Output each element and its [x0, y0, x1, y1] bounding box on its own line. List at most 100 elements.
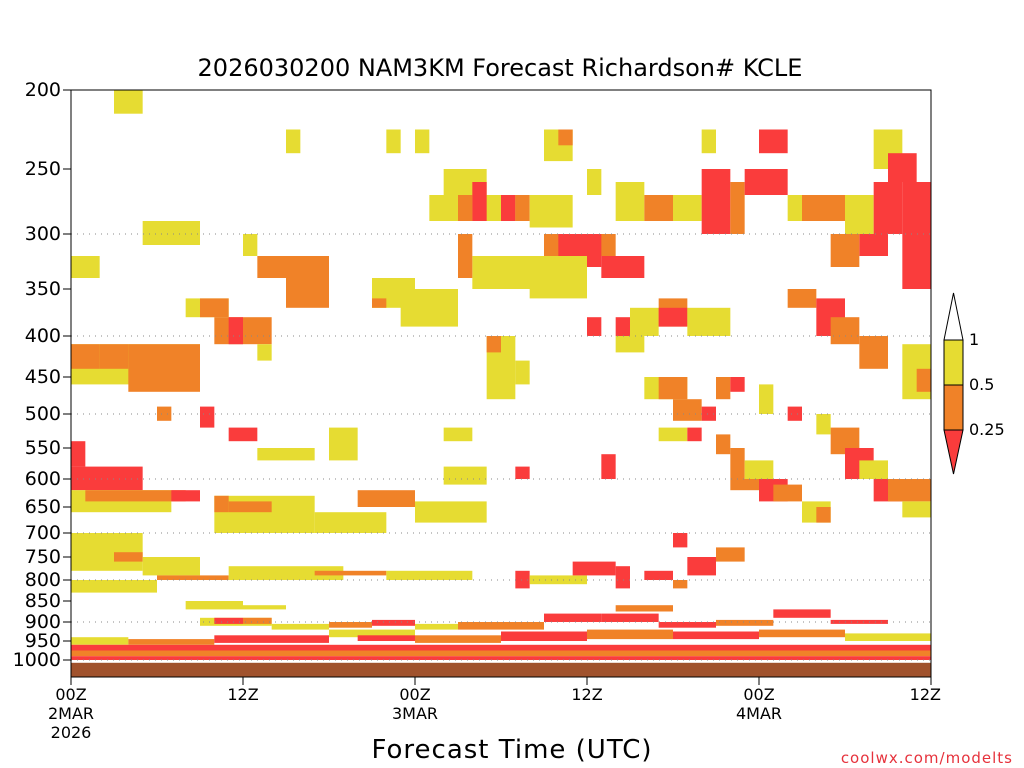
heatmap-cell [501, 631, 587, 641]
heatmap-cell [85, 490, 186, 502]
heatmap-cell [730, 182, 745, 234]
x-tick-date: 4MAR [736, 704, 782, 723]
heatmap-cell [845, 633, 931, 641]
heatmap-cell [372, 619, 415, 626]
heatmap-cell [658, 622, 716, 628]
y-tick-label: 300 [25, 223, 61, 245]
heatmap-cell [443, 466, 487, 485]
heatmap-cell [830, 317, 860, 345]
heatmap-cell [644, 570, 673, 580]
y-tick-label: 400 [25, 325, 61, 347]
heatmap-cell [615, 605, 673, 612]
x-tick-label: 12Z [571, 685, 602, 704]
heatmap-cell [658, 427, 688, 442]
heatmap-cell [888, 479, 931, 502]
heatmap-cell [687, 307, 731, 336]
y-tick-label: 900 [25, 611, 61, 633]
heatmap-cell [529, 195, 573, 228]
heatmap-cell [730, 479, 759, 491]
heatmap-cell [816, 414, 831, 435]
heatmap-cell [701, 169, 731, 234]
heatmap-cell [673, 399, 702, 421]
y-tick-label: 700 [25, 522, 61, 544]
heatmap-cell [587, 629, 673, 640]
colorbar-label: 1 [969, 330, 979, 349]
heatmap-cell [759, 129, 788, 154]
heatmap-cell [529, 575, 587, 585]
heatmap-cell [816, 507, 831, 523]
heatmap-cell [171, 490, 200, 502]
heatmap-cell [142, 557, 200, 576]
heatmap-cell [902, 182, 931, 289]
ground-fill [71, 662, 931, 677]
x-tick-label: 00Z [55, 685, 86, 704]
heatmap-cell [615, 317, 630, 336]
heatmap-cell [630, 307, 659, 336]
heatmap-cell [515, 195, 530, 221]
heatmap-cell [601, 454, 616, 479]
heatmap-cell [357, 490, 415, 507]
heatmap-cell [214, 495, 315, 533]
heatmap-cell [142, 221, 200, 245]
heatmap-cell [257, 448, 315, 461]
heatmap-cell [200, 406, 215, 428]
heatmap-cell [701, 406, 716, 421]
colorbar-cap-bottom [943, 429, 964, 475]
heatmap-cell [458, 234, 473, 278]
heatmap-cell [644, 195, 673, 221]
colorbar-legend: 1 0.5 0.25 [943, 292, 1005, 475]
heatmap-cell [71, 344, 100, 369]
heatmap-cell [601, 256, 645, 278]
heatmap-cells [71, 90, 931, 660]
heatmap-cell [458, 195, 473, 221]
heatmap-cell [443, 427, 473, 442]
y-tick-label: 850 [25, 590, 61, 612]
heatmap-cell [673, 195, 702, 221]
heatmap-cell [716, 377, 731, 400]
heatmap-cell [386, 129, 401, 154]
heatmap-cell [587, 169, 602, 195]
plot-frame [70, 89, 932, 678]
heatmap-cell [673, 631, 759, 640]
x-tick-label: 12Z [910, 685, 941, 704]
heatmap-cell [99, 344, 129, 369]
heatmap-cell [759, 629, 845, 638]
heatmap-cell [587, 317, 602, 336]
y-tick-label: 450 [25, 366, 61, 388]
heatmap-cell [716, 619, 774, 626]
heatmap-cell [845, 195, 874, 234]
heatmap-cell [71, 466, 143, 491]
heatmap-cell [558, 129, 573, 146]
heatmap-cell [859, 234, 888, 256]
heatmap-cell [71, 533, 143, 571]
colorbar-swatch [943, 339, 964, 386]
heatmap-cell [601, 613, 659, 622]
heatmap-cell [314, 570, 387, 576]
heatmap-cell [830, 619, 888, 624]
colorbar-swatch [943, 384, 964, 431]
heatmap-cell [787, 406, 802, 421]
heatmap-cell [243, 605, 286, 610]
heatmap-cell [243, 234, 258, 256]
heatmap-cell [271, 623, 329, 630]
heatmap-cell [114, 552, 143, 562]
heatmap-cell [228, 501, 272, 513]
heatmap-cell [501, 195, 516, 221]
chart-title: 2026030200 NAM3KM Forecast Richardson# K… [198, 54, 803, 82]
heatmap-cell [916, 368, 931, 392]
y-tick-label: 800 [25, 569, 61, 591]
heatmap-cell [257, 256, 286, 278]
heatmap-cell [658, 307, 688, 327]
heatmap-cell [902, 501, 931, 518]
heatmap-cell [200, 298, 229, 318]
heatmap-cell [228, 317, 243, 345]
heatmap-cell [515, 360, 530, 385]
heatmap-cell [257, 344, 272, 361]
heatmap-cell [673, 533, 688, 548]
heatmap-cell [286, 256, 329, 308]
heatmap-cell [515, 570, 530, 589]
heatmap-cell [228, 566, 344, 580]
heatmap-cell [472, 182, 487, 221]
heatmap-cell [759, 384, 774, 414]
